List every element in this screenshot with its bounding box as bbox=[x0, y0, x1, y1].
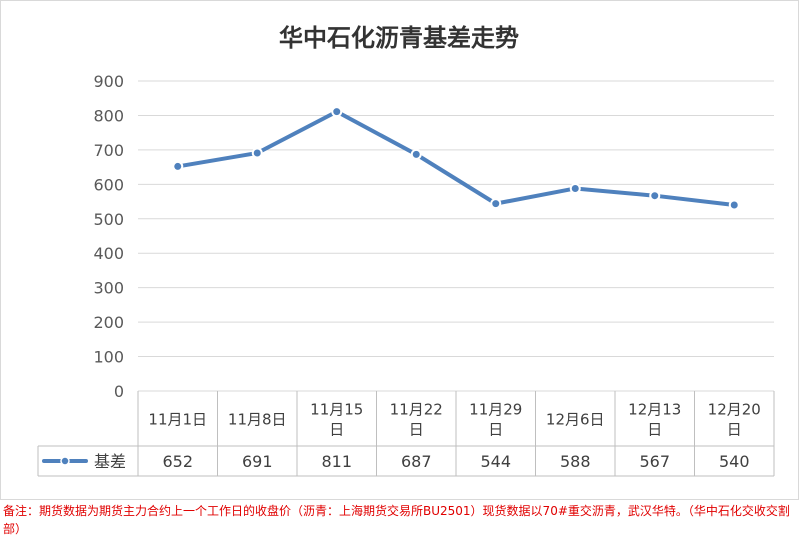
data-table-value: 567 bbox=[639, 452, 670, 471]
x-category-label: 11月1日 bbox=[148, 411, 207, 429]
svg-text:12月20: 12月20 bbox=[708, 401, 761, 419]
data-table-value: 652 bbox=[162, 452, 193, 471]
y-tick-label: 500 bbox=[93, 210, 124, 229]
data-point bbox=[172, 160, 184, 172]
y-tick-label: 600 bbox=[93, 175, 124, 194]
chart-frame bbox=[0, 0, 799, 500]
x-category-label: 12月6日 bbox=[546, 411, 605, 429]
data-point bbox=[331, 106, 343, 118]
x-category-label: 11月8日 bbox=[228, 411, 287, 429]
y-tick-label: 200 bbox=[93, 313, 124, 332]
svg-text:日: 日 bbox=[488, 421, 503, 439]
svg-text:11月1日: 11月1日 bbox=[148, 411, 207, 429]
y-tick-label: 400 bbox=[93, 244, 124, 263]
data-point bbox=[410, 148, 422, 160]
data-table-value: 544 bbox=[480, 452, 511, 471]
data-table-value: 691 bbox=[242, 452, 273, 471]
svg-text:日: 日 bbox=[727, 421, 742, 439]
data-point bbox=[649, 190, 661, 202]
svg-text:11月15: 11月15 bbox=[310, 401, 363, 419]
basis-line-chart: 华中石化沥青基差走势 9008007006005004003002001000 … bbox=[37, 24, 775, 477]
x-category-label: 12月13 日 bbox=[628, 401, 681, 439]
y-tick-label: 800 bbox=[93, 106, 124, 125]
svg-text:11月8日: 11月8日 bbox=[228, 411, 287, 429]
data-point bbox=[490, 198, 502, 210]
y-tick-label: 100 bbox=[93, 348, 124, 367]
series-line-basis bbox=[175, 109, 737, 207]
svg-text:11月29: 11月29 bbox=[469, 401, 522, 419]
x-category-label: 11月15 日 bbox=[310, 401, 363, 439]
legend-marker-key bbox=[60, 456, 70, 466]
svg-text:12月13: 12月13 bbox=[628, 401, 681, 419]
data-table-value: 540 bbox=[719, 452, 750, 471]
chart-title: 华中石化沥青基差走势 bbox=[279, 24, 519, 52]
y-tick-label: 900 bbox=[93, 72, 124, 91]
svg-text:11月22: 11月22 bbox=[390, 401, 443, 419]
legend-series-name: 基差 bbox=[94, 452, 126, 471]
footnote: 备注：期货数据为期货主力合约上一个工作日的收盘价（沥青：上海期货交易所BU250… bbox=[3, 504, 790, 536]
y-tick-label: 0 bbox=[114, 382, 124, 401]
y-tick-label: 700 bbox=[93, 141, 124, 160]
x-category-label: 11月29 日 bbox=[469, 401, 522, 439]
data-table-value: 687 bbox=[401, 452, 432, 471]
data-table-value: 588 bbox=[560, 452, 591, 471]
data-table-value: 811 bbox=[321, 452, 352, 471]
svg-text:日: 日 bbox=[329, 421, 344, 439]
y-tick-label: 300 bbox=[93, 279, 124, 298]
data-point bbox=[728, 199, 740, 211]
data-point bbox=[569, 182, 581, 194]
x-category-label: 11月22 日 bbox=[390, 401, 443, 439]
svg-text:12月6日: 12月6日 bbox=[546, 411, 605, 429]
data-point bbox=[251, 147, 263, 159]
svg-text:日: 日 bbox=[409, 421, 424, 439]
svg-text:日: 日 bbox=[647, 421, 662, 439]
x-category-label: 12月20 日 bbox=[708, 401, 761, 439]
